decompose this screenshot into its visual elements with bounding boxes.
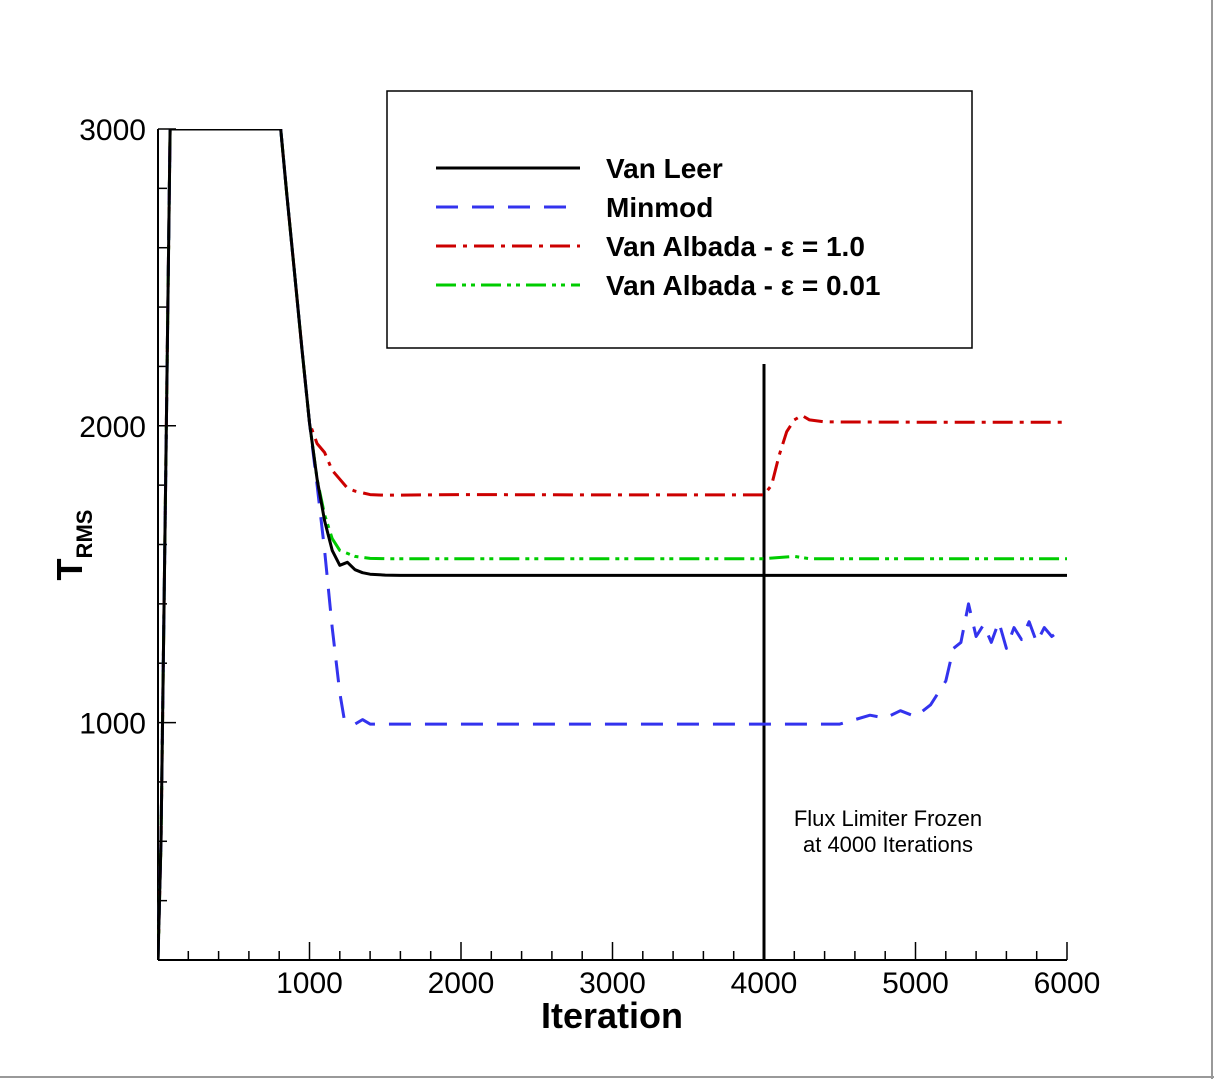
y-axis-title: TRMS <box>49 510 97 581</box>
annotation-line-1: Flux Limiter Frozen <box>794 806 982 831</box>
axis-tick-labels: 1000 2000 3000 4000 5000 6000 1000 2000 3000 <box>79 114 1100 1000</box>
x-tick-label: 2000 <box>428 967 495 1000</box>
series-group <box>157 129 1067 961</box>
y-axis-title-sub: RMS <box>72 510 97 559</box>
x-axis-title: Iteration <box>541 995 683 1036</box>
legend: Van Leer Minmod Van Albada - ε = 1.0 Van Al… <box>386 90 973 349</box>
series-line-0 <box>157 129 1067 961</box>
series-line-3 <box>157 129 1067 961</box>
y-tick-label: 1000 <box>79 708 146 741</box>
x-tick-label: 6000 <box>1034 967 1101 1000</box>
series-line-1 <box>157 129 1061 961</box>
y-axis-title-main: T <box>49 558 90 580</box>
legend-label-1: Minmod <box>606 192 713 223</box>
y-tick-label: 3000 <box>79 114 146 147</box>
annotation-line-2: at 4000 Iterations <box>803 832 973 857</box>
legend-box <box>386 90 973 349</box>
legend-label-2: Van Albada - ε = 1.0 <box>606 231 865 262</box>
legend-label-0: Van Leer <box>606 153 723 184</box>
x-tick-label: 1000 <box>276 967 343 1000</box>
svg-text:TRMS: TRMS <box>49 510 97 581</box>
x-tick-label: 4000 <box>731 967 798 1000</box>
legend-label-3: Van Albada - ε = 0.01 <box>606 270 880 301</box>
y-tick-label: 2000 <box>79 411 146 444</box>
x-tick-label: 3000 <box>579 967 646 1000</box>
axis-ticks <box>158 128 1068 961</box>
x-tick-label: 5000 <box>882 967 949 1000</box>
